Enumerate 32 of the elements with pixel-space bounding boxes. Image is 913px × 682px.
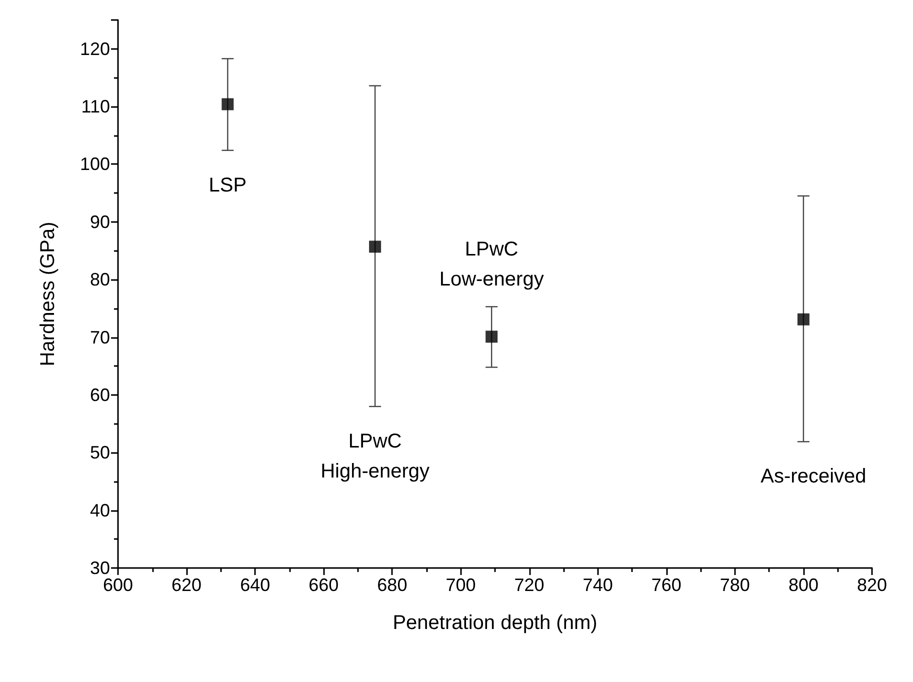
x-tick-label: 740 (582, 575, 613, 595)
y-tick-label: 50 (90, 442, 110, 463)
y-tick-label: 70 (90, 327, 110, 348)
x-tick-label: 680 (377, 575, 408, 595)
annotation: LSP (208, 174, 247, 196)
point (222, 98, 234, 110)
x-tick-label: 700 (446, 575, 476, 595)
x-tick-label: 600 (102, 575, 134, 595)
x-tick-label: 820 (856, 575, 888, 595)
y-tick-label: 40 (90, 500, 110, 520)
x-tick-label: 800 (788, 575, 818, 595)
annotation: LPwC High-energy (320, 430, 430, 482)
x-tick-label: 620 (172, 575, 202, 595)
point (369, 240, 382, 253)
x-axis-title: Penetration depth (nm) (392, 612, 598, 634)
point (486, 330, 498, 343)
y-axis-title: Hardness (GPa) (37, 222, 59, 366)
x-tick-label: 640 (240, 575, 270, 595)
x-tick-label: 720 (514, 575, 544, 595)
y-tick-label: 30 (90, 558, 110, 578)
point (797, 313, 810, 326)
x-tick-label: 780 (720, 575, 750, 595)
y-tick-label: 90 (90, 212, 110, 232)
y-tick-label: 100 (80, 154, 110, 174)
y-tick-label: 80 (90, 270, 110, 290)
x-tick-label: 760 (651, 575, 682, 595)
x-tick-label: 660 (308, 575, 339, 595)
annotation: LPwC Low-energy (439, 238, 544, 291)
y-tick-label: 110 (81, 96, 110, 117)
y-tick-label: 60 (90, 384, 110, 405)
y-tick-label: 120 (80, 38, 110, 59)
annotation: As-received (760, 466, 866, 488)
